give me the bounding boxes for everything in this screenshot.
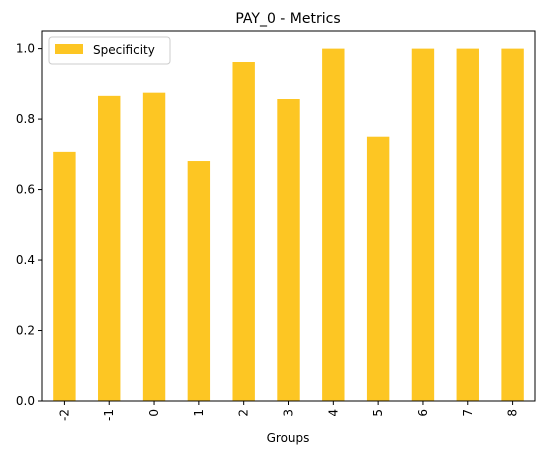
y-tick-label-0.0: 0.0 [16,394,35,408]
y-tick-label-0.4: 0.4 [16,253,35,267]
bars-group [53,48,524,402]
x-tick-label-2: 2 [237,409,251,417]
x-tick-label-5: 5 [371,409,385,417]
bar-2 [232,62,255,401]
x-tick-label--2: -2 [57,409,71,421]
y-axis: 0.0 0.2 0.4 0.6 0.8 1.0 [16,42,42,408]
x-axis-label: Groups [267,431,310,445]
bar--2 [53,151,76,401]
x-axis: -2 -1 0 1 2 3 4 5 6 7 8 [57,401,520,421]
bar-6 [411,48,435,402]
x-tick-label-7: 7 [461,409,475,417]
x-tick-label-1: 1 [192,409,206,417]
bar-8 [501,48,524,402]
legend: Specificity [48,36,171,65]
bar-0 [142,92,166,402]
y-tick-label-0.8: 0.8 [16,112,35,126]
x-tick-label-6: 6 [416,409,430,417]
bar-7 [456,48,479,402]
x-tick-label-4: 4 [326,409,340,417]
legend-label: Specificity [93,43,155,57]
chart-title: PAY_0 - Metrics [235,11,340,27]
y-tick-label-0.2: 0.2 [16,324,35,338]
x-tick-label-8: 8 [506,409,520,417]
bar-3 [277,99,300,401]
bar-4 [322,48,345,402]
legend-swatch [55,44,83,54]
bar-5 [366,136,390,401]
x-tick-label-3: 3 [282,409,296,417]
bar-1 [187,161,211,401]
y-tick-label-0.6: 0.6 [16,183,35,197]
bar--1 [98,95,121,401]
legend-frame [48,36,171,65]
x-tick-label-0: 0 [147,409,161,417]
y-tick-label-1.0: 1.0 [16,42,35,56]
x-tick-label--1: -1 [102,409,116,421]
